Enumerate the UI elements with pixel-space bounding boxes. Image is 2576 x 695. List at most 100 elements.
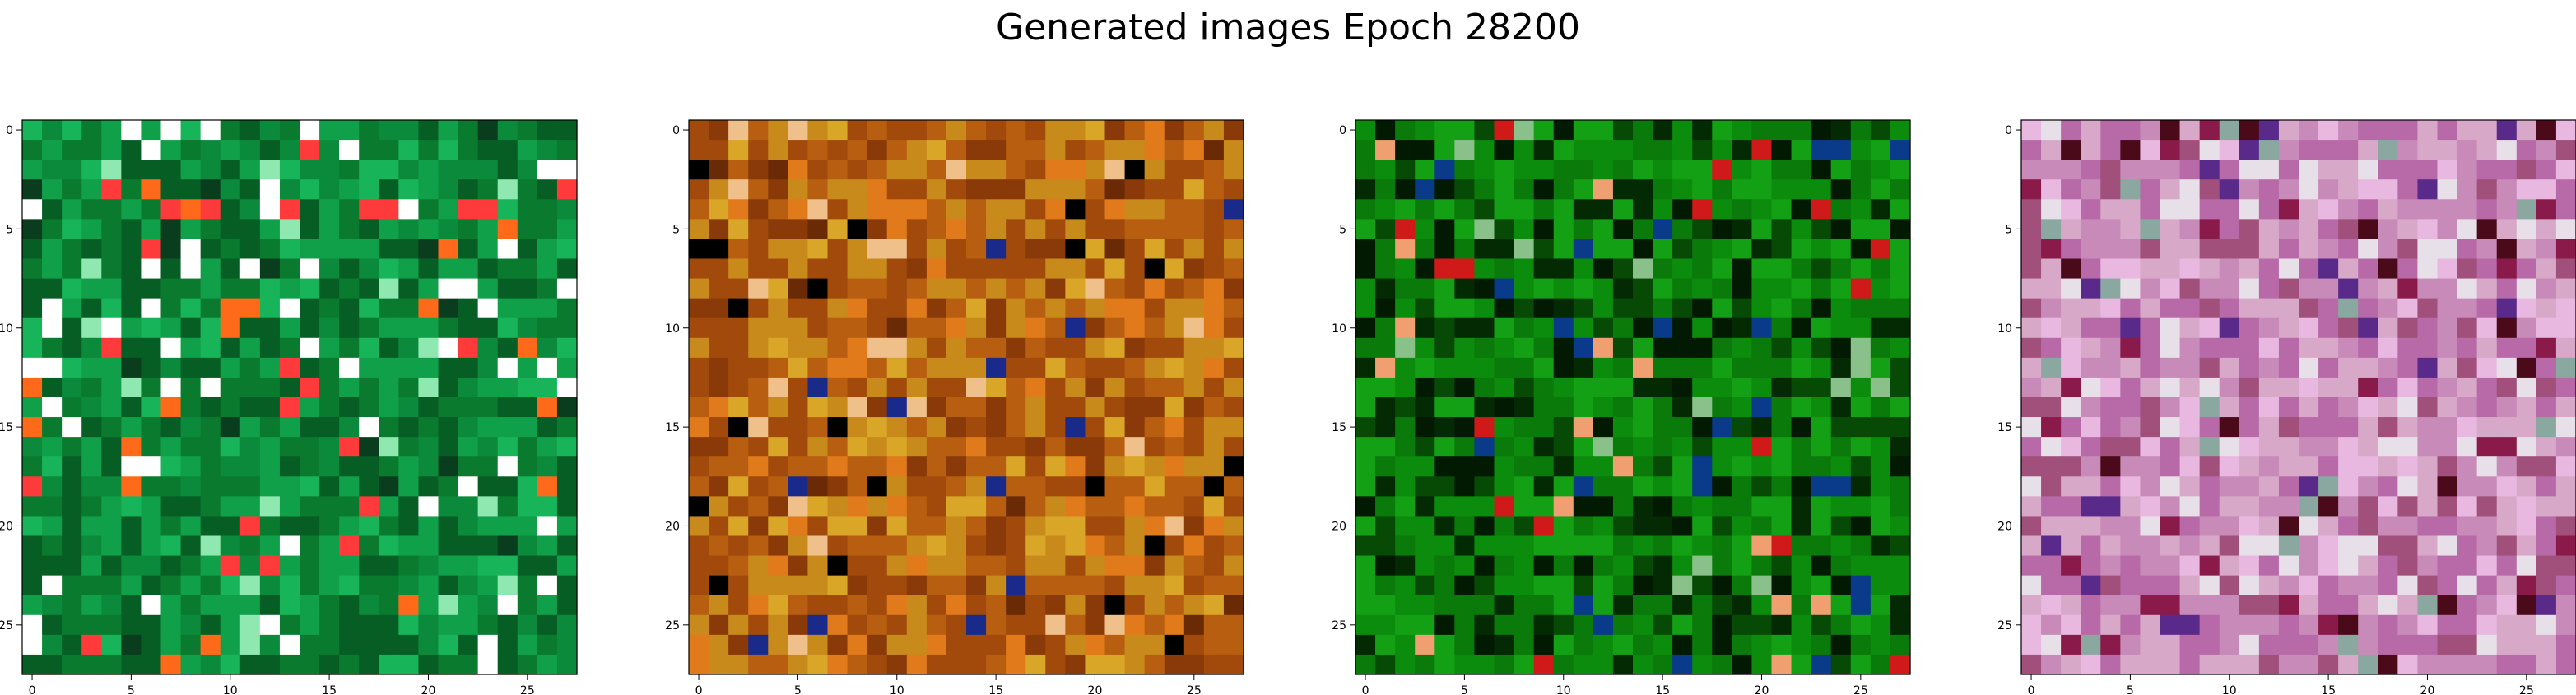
image-pixel	[497, 317, 518, 339]
image-pixel	[556, 437, 578, 457]
image-pixel	[339, 634, 360, 656]
image-pixel	[418, 140, 439, 160]
image-pixel	[220, 278, 241, 299]
image-pixel	[180, 298, 202, 319]
image-pixel	[379, 654, 399, 675]
image-pixel	[42, 337, 63, 359]
image-pixel	[1025, 219, 1046, 240]
image-pixel	[2061, 357, 2081, 378]
image-pixel	[1085, 120, 1106, 141]
image-pixel	[2476, 555, 2498, 577]
image-pixel	[2417, 317, 2439, 339]
image-pixel	[2041, 397, 2062, 418]
image-pixel	[2437, 199, 2458, 220]
image-pixel	[141, 219, 162, 240]
image-pixel	[239, 278, 261, 299]
image-pixel	[1712, 535, 1732, 557]
image-pixel	[458, 614, 479, 636]
image-pixel	[1612, 258, 1634, 280]
image-pixel	[906, 160, 928, 180]
image-pixel	[2160, 496, 2181, 517]
image-pixel	[1593, 417, 1614, 438]
image-pixel	[2437, 317, 2458, 339]
image-pixel	[2338, 575, 2359, 596]
image-pixel	[906, 456, 928, 477]
x-tick-label: 5	[2127, 684, 2134, 695]
image-pixel	[62, 437, 82, 457]
image-pixel	[339, 219, 360, 240]
image-pixel	[2555, 437, 2576, 457]
image-pixel	[1045, 337, 1066, 359]
image-pixel	[1065, 456, 1086, 477]
image-pixel	[1395, 357, 1416, 378]
image-pixel	[1533, 476, 1555, 497]
image-pixel	[1870, 140, 1891, 160]
image-pixel	[2219, 317, 2240, 339]
image-pixel	[1553, 456, 1574, 477]
image-pixel	[2219, 476, 2240, 497]
image-pixel	[1415, 555, 1435, 577]
image-pixel	[1870, 634, 1891, 656]
image-pixel	[1144, 437, 1165, 457]
image-pixel	[1006, 654, 1026, 675]
image-pixel	[1025, 535, 1046, 557]
image-pixel	[689, 278, 709, 299]
image-pixel	[22, 239, 43, 260]
image-pixel	[2338, 397, 2359, 418]
image-pixel	[709, 595, 729, 616]
image-pixel	[1830, 258, 1852, 280]
image-pixel	[2278, 179, 2299, 200]
image-pixel	[2258, 397, 2280, 418]
image-pixel	[2278, 377, 2299, 398]
image-pixel	[689, 575, 709, 596]
image-pixel	[2555, 516, 2576, 537]
image-pixel	[2457, 535, 2478, 557]
image-pixel	[438, 595, 459, 616]
image-pixel	[141, 179, 162, 200]
image-pixel	[1045, 179, 1066, 200]
image-pixel	[2299, 516, 2319, 537]
image-pixel	[2081, 140, 2101, 160]
image-pixel	[2299, 437, 2319, 457]
image-pixel	[2160, 258, 2181, 280]
image-pixel	[1355, 575, 1376, 596]
image-pixel	[537, 437, 558, 457]
image-pixel	[477, 555, 499, 577]
image-pixel	[2179, 654, 2201, 675]
image-pixel	[986, 199, 1007, 220]
image-pixel	[827, 377, 849, 398]
image-pixel	[906, 120, 928, 141]
image-pixel	[42, 417, 63, 438]
image-pixel	[556, 496, 578, 517]
image-pixel	[689, 239, 709, 260]
image-pixel	[1612, 555, 1634, 577]
image-pixel	[1771, 535, 1793, 557]
image-pixel	[259, 595, 281, 616]
image-pixel	[2160, 278, 2181, 299]
image-pixel	[2378, 357, 2398, 378]
image-pixel	[1415, 160, 1435, 180]
image-pixel	[827, 258, 849, 280]
image-pixel	[141, 575, 162, 596]
image-pixel	[1514, 140, 1535, 160]
image-pixel	[2258, 614, 2280, 636]
image-pixel	[1375, 535, 1396, 557]
image-pixel	[477, 397, 499, 418]
image-pixel	[807, 298, 829, 319]
image-pixel	[1692, 437, 1713, 457]
image-pixel	[1870, 278, 1891, 299]
image-pixel	[906, 555, 928, 577]
image-pixel	[2140, 456, 2161, 477]
image-pixel	[379, 278, 399, 299]
image-pixel	[2041, 476, 2062, 497]
image-pixel	[220, 654, 241, 675]
image-pixel	[1573, 239, 1594, 260]
image-pixel	[1434, 377, 1455, 398]
image-pixel	[2021, 179, 2042, 200]
image-pixel	[359, 239, 379, 260]
image-pixel	[1355, 357, 1376, 378]
image-pixel	[319, 120, 340, 141]
image-pixel	[2378, 120, 2398, 141]
image-pixel	[2179, 535, 2201, 557]
image-pixel	[220, 614, 241, 636]
